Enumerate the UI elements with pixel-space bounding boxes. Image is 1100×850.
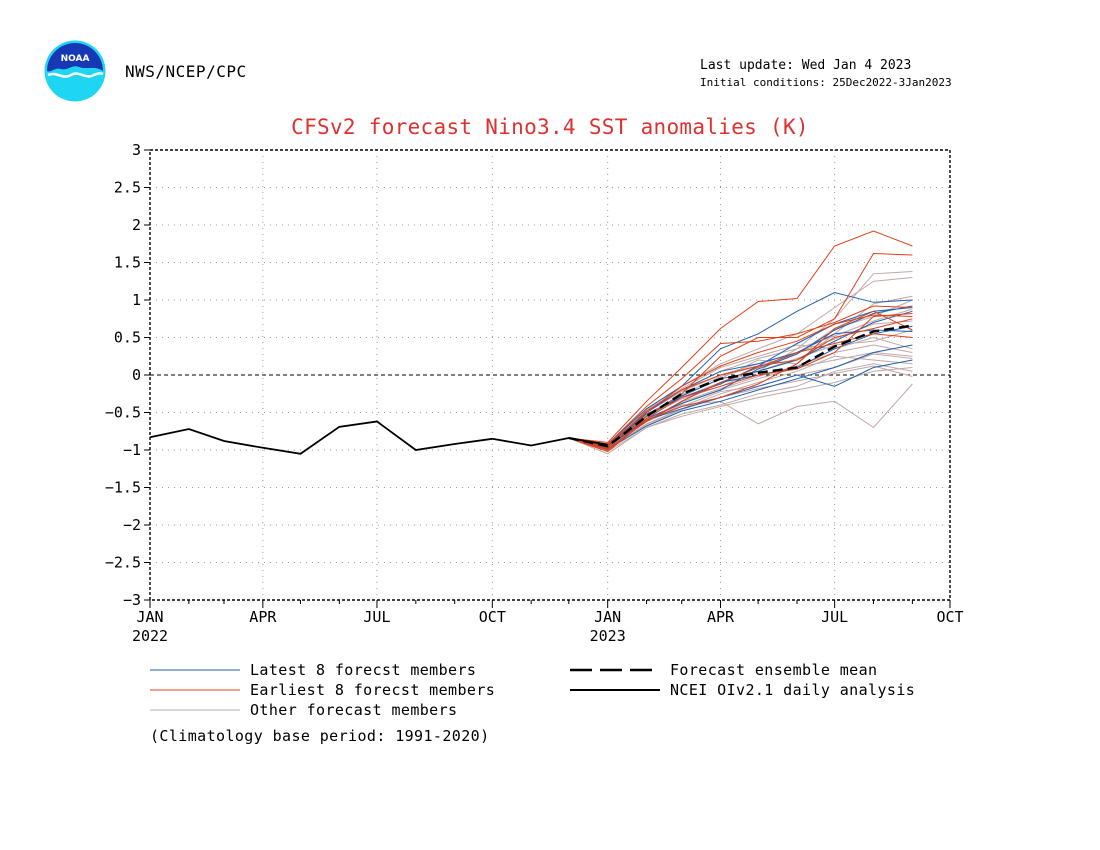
- y-tick-label: 0: [132, 366, 141, 384]
- x-tick-label: APR: [249, 608, 277, 626]
- plot-frame: [149, 149, 951, 601]
- y-tick-label: 1: [132, 291, 141, 309]
- earliest-member-line: [568, 230, 913, 444]
- x-tick-label: OCT: [936, 608, 963, 626]
- x-tick-label: JAN: [594, 608, 621, 626]
- legend-label-earliest: Earliest 8 forecst members: [250, 681, 495, 699]
- earliest-member-line: [568, 310, 913, 453]
- y-tick-label: 2: [132, 216, 141, 234]
- legend-label-analysis: NCEI OIv2.1 daily analysis: [670, 681, 915, 699]
- y-tick-label: −0.5: [105, 404, 141, 422]
- y-tick-label: −1.5: [105, 479, 141, 497]
- x-tick-year: 2022: [132, 627, 168, 645]
- organization-label: NWS/NCEP/CPC: [125, 62, 247, 81]
- legend-label-mean: Forecast ensemble mean: [670, 661, 877, 679]
- y-tick-label: −1: [123, 441, 141, 459]
- earliest-member-line: [568, 252, 913, 447]
- initial-conditions: Initial conditions: 25Dec2022-3Jan2023: [700, 76, 952, 89]
- earliest-member-line: [568, 305, 913, 445]
- ensemble-mean-line: [568, 324, 913, 448]
- latest-member-line: [568, 344, 913, 450]
- logo-text: NOAA: [61, 54, 90, 64]
- x-tick-label: JUL: [363, 608, 390, 626]
- analysis-line: [149, 420, 608, 455]
- earliest-member-line: [568, 318, 913, 448]
- y-tick-label: −2.5: [105, 554, 141, 572]
- noaa-logo: NOAA: [44, 40, 106, 102]
- earliest-member-line: [568, 314, 913, 447]
- y-tick-label: 3: [132, 141, 141, 159]
- other-member-line: [568, 363, 913, 453]
- x-tick-label: JAN: [136, 608, 163, 626]
- y-tick-label: −2: [123, 516, 141, 534]
- x-tick-year: 2023: [590, 627, 626, 645]
- y-tick-label: 1.5: [114, 254, 141, 272]
- other-member-line: [568, 308, 913, 446]
- earliest-member-line: [568, 313, 913, 451]
- y-tick-label: 0.5: [114, 329, 141, 347]
- y-tick-label: −3: [123, 591, 141, 609]
- legend: Latest 8 forecst members Forecast ensembl…: [150, 661, 915, 719]
- other-member-line: [568, 355, 913, 450]
- latest-member-line: [568, 291, 913, 445]
- climatology-note: (Climatology base period: 1991-2020): [150, 727, 490, 745]
- x-tick-label: OCT: [479, 608, 506, 626]
- last-update: Last update: Wed Jan 4 2023: [700, 58, 912, 73]
- x-tick-label: APR: [707, 608, 735, 626]
- chart-title: CFSv2 forecast Nino3.4 SST anomalies (K): [291, 115, 809, 139]
- legend-label-other: Other forecast members: [250, 701, 457, 719]
- other-member-line: [568, 320, 913, 447]
- series-layer: [149, 230, 913, 455]
- earliest-member-line: [568, 333, 913, 450]
- x-tick-label: JUL: [821, 608, 848, 626]
- axis-layer: 32.521.510.50−0.5−1−1.5−2−2.5−3JAN2022AP…: [105, 141, 964, 645]
- grid-layer: [150, 150, 950, 600]
- legend-label-latest: Latest 8 forecst members: [250, 661, 476, 679]
- y-tick-label: 2.5: [114, 179, 141, 197]
